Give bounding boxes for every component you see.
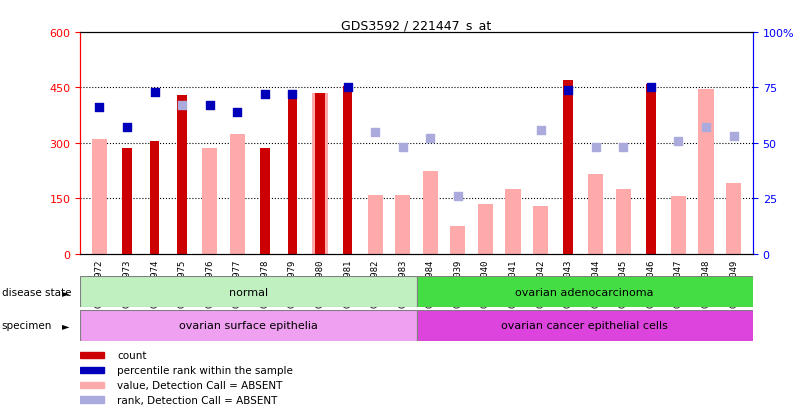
Text: normal: normal [229,287,268,297]
Bar [423,171,438,254]
Text: ►: ► [62,320,70,330]
Bar [343,86,352,254]
Text: value, Detection Call = ABSENT: value, Detection Call = ABSENT [117,380,283,390]
Bar [202,149,217,254]
Point [727,133,740,140]
Bar [80,367,103,373]
Point [93,105,106,112]
Text: ovarian surface epithelia: ovarian surface epithelia [179,320,318,330]
Point [368,129,381,136]
Text: rank, Detection Call = ABSENT: rank, Detection Call = ABSENT [117,395,277,405]
Bar [563,81,573,254]
Bar [478,204,493,254]
Bar [505,190,521,254]
Point [424,136,437,142]
Title: GDS3592 / 221447_s_at: GDS3592 / 221447_s_at [341,19,492,32]
Point [341,85,354,92]
Bar [671,197,686,254]
Bar [533,206,548,254]
Point [148,89,161,96]
Text: ►: ► [62,287,70,297]
Point [286,92,299,98]
Point [121,125,134,131]
Point [617,145,630,151]
Bar [588,175,603,254]
Bar [122,149,132,254]
Bar [417,310,753,341]
Point [534,127,547,133]
Bar [230,134,245,254]
Bar [80,396,103,403]
Point [396,145,409,151]
Point [699,125,712,131]
Point [175,103,188,109]
Text: percentile rank within the sample: percentile rank within the sample [117,365,293,375]
Bar [726,184,741,254]
Bar [395,195,410,254]
Point [231,109,244,116]
Bar [80,310,417,341]
Bar [80,352,103,358]
Point [562,87,574,94]
Text: count: count [117,350,147,360]
Bar [315,94,325,254]
Point [590,145,602,151]
Text: disease state: disease state [2,287,71,297]
Bar [80,277,417,308]
Bar [646,85,656,254]
Bar [450,226,465,254]
Bar [288,96,297,254]
Point [672,138,685,145]
Bar [368,195,383,254]
Text: specimen: specimen [2,320,52,330]
Bar [616,190,631,254]
Point [452,193,465,200]
Bar [698,90,714,254]
Bar [92,140,107,254]
Bar [177,96,187,254]
Text: ovarian cancer epithelial cells: ovarian cancer epithelial cells [501,320,668,330]
Point [203,103,216,109]
Point [645,85,658,92]
Bar [150,142,159,254]
Bar [312,94,328,254]
Bar [260,149,270,254]
Bar [417,277,753,308]
Text: ovarian adenocarcinoma: ovarian adenocarcinoma [516,287,654,297]
Point [259,92,272,98]
Bar [80,382,103,388]
